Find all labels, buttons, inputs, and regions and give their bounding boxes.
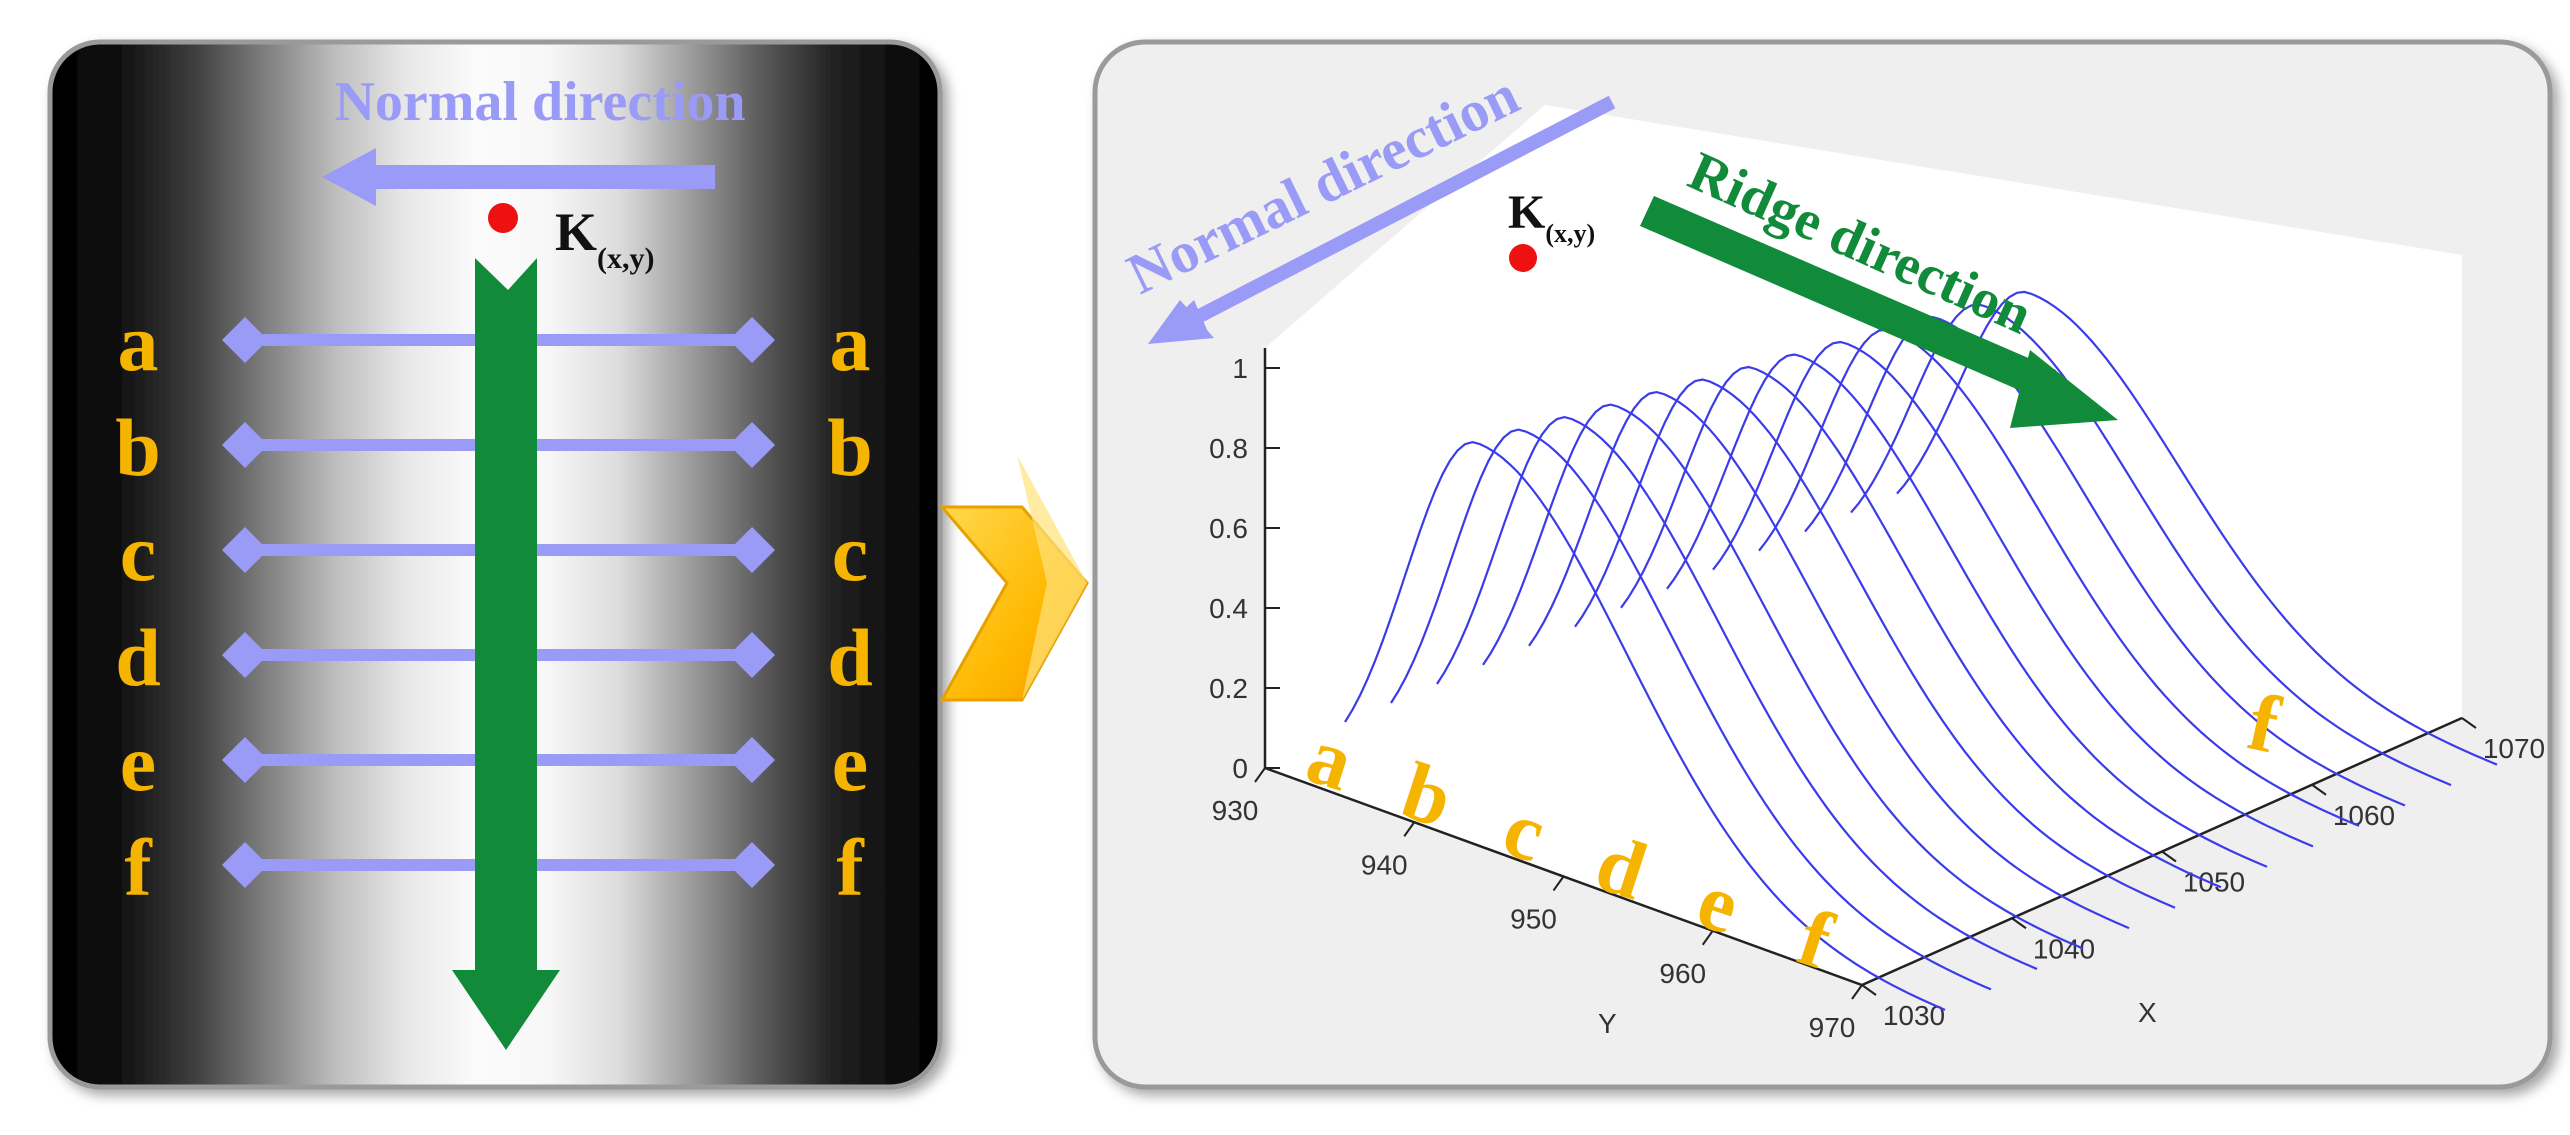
x-tick-label: 1040 <box>2033 933 2095 964</box>
y-tick-mark <box>1701 930 1714 946</box>
profile-curve <box>1666 353 2268 868</box>
ridge-direction-arrow <box>452 258 560 1050</box>
x-axis-label: X <box>2138 997 2157 1028</box>
row-letter-right-f: f <box>836 822 865 913</box>
row-letter-right-e: e <box>832 717 868 808</box>
x-tick-mark <box>2011 917 2027 930</box>
y-tick-label: 940 <box>1361 849 1408 880</box>
z-tick-label: 1 <box>1232 353 1248 384</box>
x-tick-mark <box>2461 717 2477 729</box>
normal-direction-label: Normal direction <box>334 71 745 133</box>
profile-curve <box>1436 415 2038 971</box>
profile-curve <box>1390 428 1992 991</box>
z-tick-label: 0.8 <box>1209 433 1248 464</box>
y-tick-label: 930 <box>1212 795 1259 826</box>
x-tick-mark <box>1861 984 1877 996</box>
profile-curve <box>1896 290 2498 766</box>
right-panel: 0 0.2 0.4 0.6 0.8 1 930 940 950 960 970 1030 1040 1… <box>1092 39 2553 1090</box>
k-label-3d: K(x,y) <box>1508 186 1595 248</box>
row-letter-right-b: b <box>827 402 873 493</box>
x-tick-mark <box>2161 850 2177 863</box>
x-tick-label: 1030 <box>1883 1000 1945 1031</box>
y-tick-label: 970 <box>1809 1012 1856 1043</box>
normal-direction-arrow-3d <box>1148 95 1616 344</box>
profile-curve <box>1850 303 2452 787</box>
row-letter-right-d: d <box>827 612 873 703</box>
profile-curve <box>1758 328 2360 827</box>
z-tick-label: 0.4 <box>1209 593 1248 624</box>
z-tick-label: 0.2 <box>1209 673 1248 704</box>
row-letter-left-f: f <box>124 822 153 913</box>
profile-curve <box>1344 440 1946 1011</box>
row-letter-left-b: b <box>115 402 161 493</box>
normal-direction-arrow <box>322 148 715 206</box>
profile-curve <box>1574 378 2176 909</box>
x-tick-label: 1050 <box>2183 867 2245 898</box>
row-letter-left-c: c <box>120 507 156 598</box>
y-tick-mark <box>1403 821 1416 837</box>
y-tick-label: 950 <box>1510 904 1557 935</box>
z-tick-label: 0.6 <box>1209 513 1248 544</box>
ridge-direction-arrow-3d <box>1640 196 2118 428</box>
profile-curve <box>1620 365 2222 889</box>
row-letter-left-d: d <box>115 612 161 703</box>
y-tick-label: 960 <box>1659 958 1706 989</box>
x-tick-label: 1060 <box>2333 800 2395 831</box>
row-letter-right-c: c <box>832 507 868 598</box>
profile-curve <box>1482 403 2084 950</box>
chevron-arrow-icon <box>938 455 1089 702</box>
profile-lines <box>222 317 775 888</box>
row-letter-left-a: a <box>118 297 159 388</box>
profile-curve <box>1528 390 2130 930</box>
profile-curve <box>1712 340 2314 848</box>
y-tick-mark <box>1851 984 1863 1000</box>
y-tick-mark <box>1254 767 1266 783</box>
k-point-3d <box>1509 244 1537 272</box>
row-letter-left-e: e <box>120 717 156 808</box>
y-tick-mark <box>1552 875 1565 892</box>
k-point <box>488 203 518 233</box>
y-axis: 930 940 950 960 970 <box>1212 767 1863 1043</box>
row-letter-right-a: a <box>830 297 871 388</box>
x-tick-label: 1070 <box>2483 733 2545 764</box>
z-tick-label: 0 <box>1232 753 1248 784</box>
y-axis-label: Y <box>1598 1008 1617 1039</box>
z-axis: 0 0.2 0.4 0.6 0.8 1 <box>1209 353 1280 784</box>
x-tick-mark <box>2311 783 2327 796</box>
k-label: K(x,y) <box>555 202 655 275</box>
